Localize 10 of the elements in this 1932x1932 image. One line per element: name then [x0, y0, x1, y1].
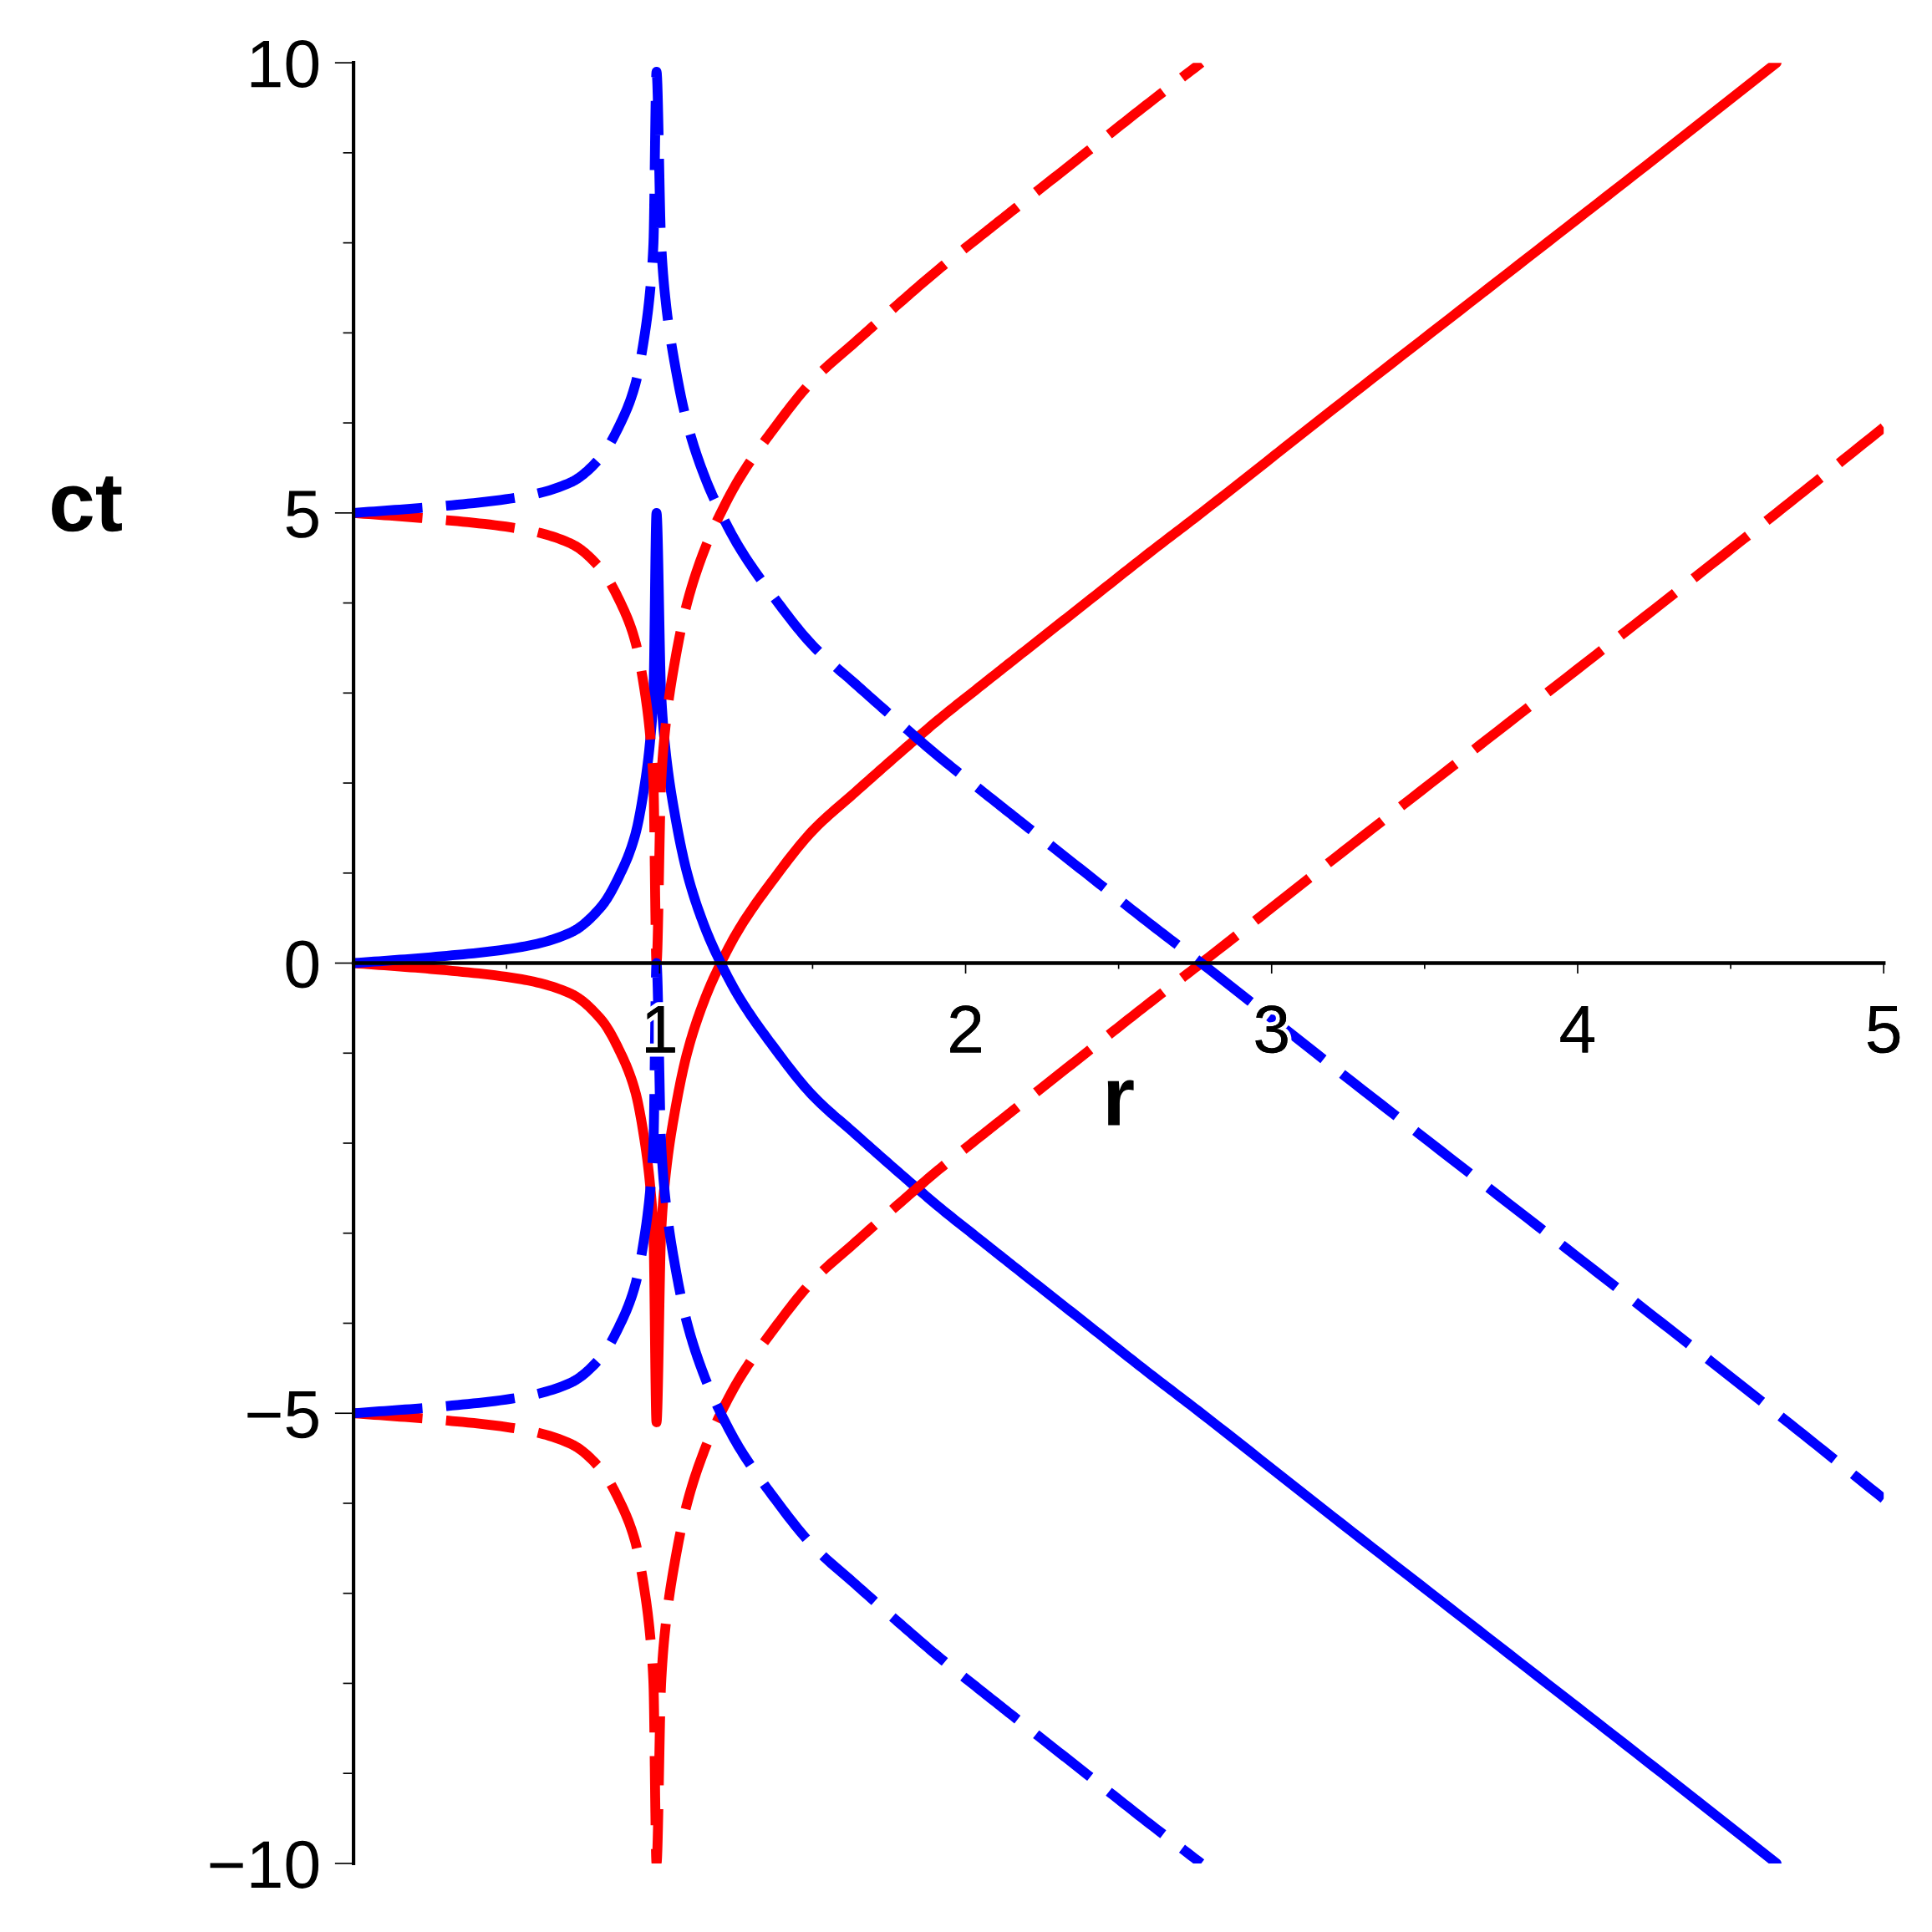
y-tick-label: −5 — [247, 1391, 318, 1439]
y-tick-label: 10 — [251, 40, 319, 89]
y-axis-title: ct — [52, 476, 122, 532]
x-tick-label: 2 — [950, 1005, 981, 1053]
y-tick-label: 0 — [286, 940, 319, 989]
x-tick-label: 4 — [1560, 1006, 1595, 1053]
y-tick-label: 5 — [286, 491, 318, 538]
y-tick-label: −10 — [210, 1840, 319, 1889]
x-tick-label: 5 — [1868, 1006, 1900, 1054]
x-axis-title: r — [1107, 1080, 1134, 1126]
